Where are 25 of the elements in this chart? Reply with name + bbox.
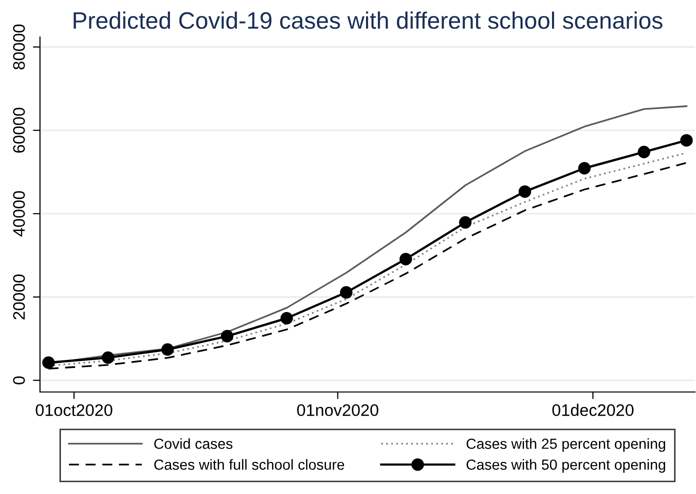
y-tick-label: 0 (13, 376, 25, 384)
y-tick-label: 60000 (13, 108, 25, 153)
point (340, 286, 352, 299)
point (680, 134, 693, 147)
chart-title: Predicted Covid-19 cases with different school scenarios (74, 12, 662, 29)
point (42, 356, 55, 369)
point (518, 185, 532, 198)
legend-label: Cases with 25 percent opening (466, 438, 666, 452)
x-tick-label: 01oct2020 (36, 404, 112, 416)
point (578, 162, 591, 174)
y-tick-label: 40000 (13, 191, 25, 236)
point (161, 343, 174, 356)
x-tick-label: 01dec2020 (552, 404, 634, 416)
point (459, 216, 472, 229)
y-tick-label: 20000 (13, 274, 25, 320)
legend-label: Covid cases (154, 438, 232, 449)
point (280, 312, 293, 324)
legend-label: Cases with 50 percent opening (466, 459, 666, 473)
point (102, 351, 114, 364)
point (220, 330, 234, 342)
x-tick-label: 01nov2020 (297, 404, 378, 416)
point (400, 252, 412, 266)
point (638, 146, 650, 158)
y-tick-label: 80000 (13, 24, 25, 70)
legend-label: Cases with full school closure (154, 459, 344, 470)
